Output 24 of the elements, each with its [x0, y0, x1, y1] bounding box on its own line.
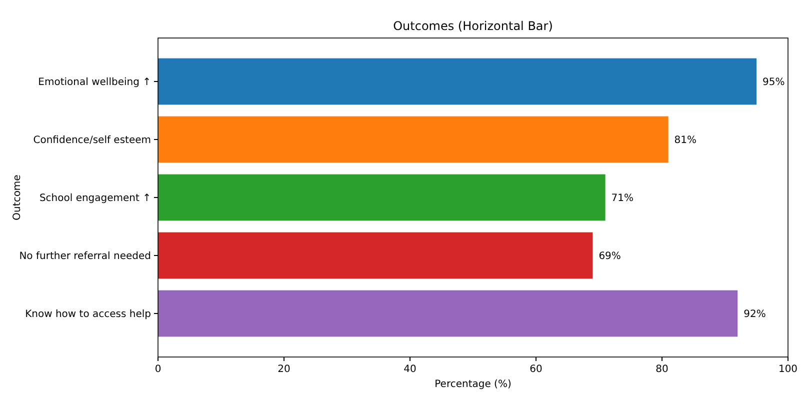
bar [158, 290, 738, 337]
x-tick-label: 20 [278, 364, 290, 375]
x-tick-label: 40 [404, 364, 416, 375]
bar [158, 174, 606, 221]
x-tick-label: 100 [778, 364, 798, 375]
x-tick-label: 80 [656, 364, 668, 375]
y-tick-label: Emotional wellbeing ↑ [38, 77, 151, 88]
bar [158, 58, 756, 105]
y-tick-label: Know how to access help [25, 309, 151, 320]
x-axis-title: Percentage (%) [434, 379, 512, 390]
data-label: 95% [762, 77, 785, 88]
data-label: 69% [598, 251, 621, 262]
y-tick-label: School engagement ↑ [39, 193, 151, 204]
y-tick-label: No further referral needed [19, 251, 151, 262]
bar [158, 116, 668, 163]
x-tick-label: 0 [154, 364, 162, 375]
chart-title: Outcomes (Horizontal Bar) [393, 19, 553, 33]
data-label: 92% [744, 309, 766, 320]
bar [158, 232, 593, 279]
y-axis-title: Outcome [12, 174, 23, 220]
data-label: 81% [674, 135, 697, 146]
y-tick-label: Confidence/self esteem [33, 135, 151, 146]
x-tick-label: 60 [530, 364, 542, 375]
data-label: 71% [611, 193, 634, 204]
